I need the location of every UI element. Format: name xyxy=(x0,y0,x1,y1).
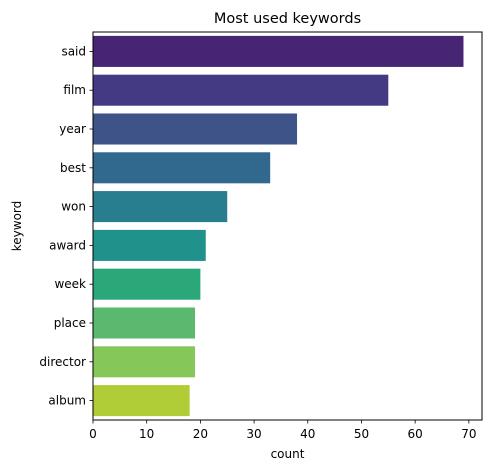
bar-week xyxy=(93,268,201,300)
bar-year xyxy=(93,113,298,145)
bar-won xyxy=(93,191,228,223)
y-tick-label: won xyxy=(61,200,86,214)
x-tick-label: 30 xyxy=(246,427,261,441)
x-axis-label: count xyxy=(271,447,305,461)
x-tick-label: 70 xyxy=(461,427,476,441)
bar-album xyxy=(93,385,190,417)
y-axis-ticks: said film year best won award week place directo… xyxy=(39,44,93,408)
y-tick-label: best xyxy=(60,161,86,175)
x-axis-ticks: 0 10 20 30 40 50 60 70 xyxy=(89,420,476,441)
x-tick-label: 10 xyxy=(139,427,154,441)
bars-group xyxy=(93,35,464,417)
y-tick-label: album xyxy=(48,394,86,408)
x-tick-label: 60 xyxy=(408,427,423,441)
bar-best xyxy=(93,152,271,184)
bar-said xyxy=(93,35,464,67)
x-tick-label: 20 xyxy=(193,427,208,441)
y-axis-label: keyword xyxy=(10,201,24,252)
y-tick-label: year xyxy=(59,122,86,136)
plot-frame xyxy=(92,31,483,421)
x-tick-label: 50 xyxy=(354,427,369,441)
bar-award xyxy=(93,229,206,261)
bar-film xyxy=(93,74,389,106)
x-tick-label: 40 xyxy=(300,427,315,441)
y-tick-label: award xyxy=(49,238,86,252)
y-tick-label: film xyxy=(63,83,86,97)
y-tick-label: director xyxy=(39,355,86,369)
y-tick-label: place xyxy=(54,316,86,330)
y-tick-label: week xyxy=(54,277,86,291)
bar-place xyxy=(93,307,196,339)
chart-title: Most used keywords xyxy=(214,11,361,27)
y-tick-label: said xyxy=(61,44,86,58)
bar-director xyxy=(93,346,196,378)
x-tick-label: 0 xyxy=(89,427,97,441)
